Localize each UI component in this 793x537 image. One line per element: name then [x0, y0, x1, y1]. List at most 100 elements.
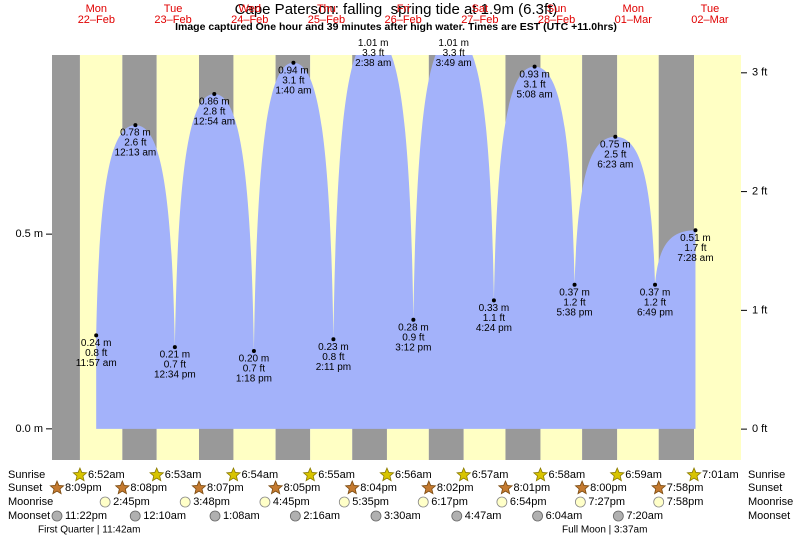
weekday-label: Fri — [397, 3, 410, 15]
y-tick-label: 0.5 m — [15, 228, 43, 240]
moon-phase: Full Moon | 3:37am — [562, 525, 647, 536]
moonrise-icon — [496, 496, 508, 508]
tide-point — [212, 91, 217, 96]
sunrise-icon — [225, 466, 242, 482]
event-time: 8:02pm — [437, 482, 474, 494]
tide-height-m: 1.01 m — [358, 38, 389, 49]
tide-point — [532, 64, 537, 69]
weekday-label: Mon — [86, 3, 107, 15]
sunrise-icon — [72, 466, 88, 482]
event-time: 3:48pm — [193, 496, 230, 508]
event-time: 6:17pm — [431, 496, 468, 508]
weekday-label: Thu — [317, 3, 336, 15]
tide-height-ft: 0.8 ft — [322, 352, 344, 363]
event-time: 6:56am — [395, 469, 432, 481]
tide-height-ft: 2.8 ft — [203, 107, 225, 118]
date-label: 24–Feb — [231, 14, 268, 26]
tide-height-ft: 0.7 ft — [243, 364, 265, 375]
event-time: 12:10am — [143, 510, 186, 522]
tide-height-m: 0.78 m — [120, 128, 151, 139]
tide-point — [251, 348, 256, 353]
tide-time: 12:13 am — [115, 148, 157, 159]
event-time: 6:04am — [546, 510, 583, 522]
tide-height-ft: 3.1 ft — [282, 75, 304, 86]
tide-point — [411, 317, 416, 322]
tide-height-ft: 2.5 ft — [604, 149, 626, 160]
y-tick-label: 0.0 m — [15, 423, 43, 435]
event-time: 1:08am — [223, 510, 260, 522]
tide-height-ft: 1.1 ft — [483, 313, 505, 324]
event-time: 6:54pm — [510, 496, 547, 508]
tide-time: 3:49 am — [436, 58, 472, 69]
moonrise-icon — [417, 496, 429, 508]
tide-height-m: 0.33 m — [479, 303, 510, 314]
event-time: 2:16am — [303, 510, 340, 522]
tide-point — [572, 282, 577, 287]
tide-time: 11:57 am — [76, 358, 117, 369]
weekday-label: Tue — [164, 3, 183, 15]
event-time: 3:30am — [384, 510, 421, 522]
event-time: 6:59am — [625, 469, 662, 481]
sunset-icon — [651, 479, 667, 495]
event-time: 6:52am — [88, 469, 125, 481]
tide-height-m: 0.24 m — [81, 338, 112, 349]
tide-height-m: 0.37 m — [640, 287, 671, 298]
tide-height-ft: 3.3 ft — [443, 48, 465, 59]
sunset-icon — [421, 479, 437, 495]
night-band — [52, 55, 80, 460]
event-time: 8:01pm — [513, 482, 550, 494]
sunrise-icon — [379, 466, 395, 482]
row-label: Sunset — [748, 482, 782, 494]
tide-point — [94, 333, 99, 338]
event-time: 8:00pm — [590, 482, 627, 494]
event-time: 6:57am — [472, 469, 509, 481]
tide-height-m: 0.20 m — [239, 354, 270, 365]
tide-point — [491, 298, 496, 303]
y2-tick-label: 1 ft — [752, 304, 767, 316]
weekday-label: Mon — [623, 3, 644, 15]
row-label: Sunrise — [748, 469, 785, 481]
tide-height-ft: 1.7 ft — [684, 243, 706, 254]
weekday-label: Sat — [472, 3, 489, 15]
y2-tick-label: 3 ft — [752, 67, 767, 79]
tide-time: 1:18 pm — [236, 374, 272, 385]
date-label: 02–Mar — [691, 14, 729, 26]
moonset-icon — [209, 510, 221, 522]
tide-time: 12:54 am — [193, 117, 235, 128]
moonrise-icon — [574, 496, 586, 508]
tide-height-m: 0.94 m — [278, 65, 309, 76]
date-label: 25–Feb — [308, 14, 345, 26]
sunrise-icon — [532, 466, 549, 482]
row-label: Moonset — [748, 510, 790, 522]
tide-area — [96, 55, 696, 429]
sunset-icon — [267, 479, 284, 495]
sunset-icon — [344, 479, 360, 495]
date-label: 28–Feb — [538, 14, 575, 26]
tide-height-ft: 3.3 ft — [362, 48, 384, 59]
tide-time: 1:40 am — [275, 85, 311, 96]
sunset-icon — [49, 479, 65, 495]
sunset-icon — [497, 479, 514, 495]
tide-height-m: 0.93 m — [519, 69, 550, 80]
event-time: 7:01am — [702, 469, 739, 481]
tide-point — [133, 123, 138, 128]
row-label: Moonrise — [8, 496, 53, 508]
event-time: 6:58am — [548, 469, 585, 481]
tide-time: 5:38 pm — [556, 307, 592, 318]
event-time: 8:08pm — [130, 482, 167, 494]
tide-height-ft: 0.8 ft — [85, 348, 107, 359]
row-label: Moonrise — [748, 496, 793, 508]
moonset-icon — [129, 510, 141, 522]
tide-height-ft: 0.9 ft — [402, 332, 424, 343]
sunrise-icon — [149, 466, 165, 482]
tide-height-ft: 1.2 ft — [563, 297, 585, 308]
tide-height-m: 0.23 m — [318, 342, 349, 353]
sunset-icon — [574, 479, 590, 495]
moonrise-icon — [179, 496, 191, 508]
event-time: 7:58pm — [667, 482, 704, 494]
tide-time: 5:08 am — [517, 89, 553, 100]
moonrise-icon — [338, 496, 350, 508]
tide-time: 7:28 am — [677, 253, 713, 264]
